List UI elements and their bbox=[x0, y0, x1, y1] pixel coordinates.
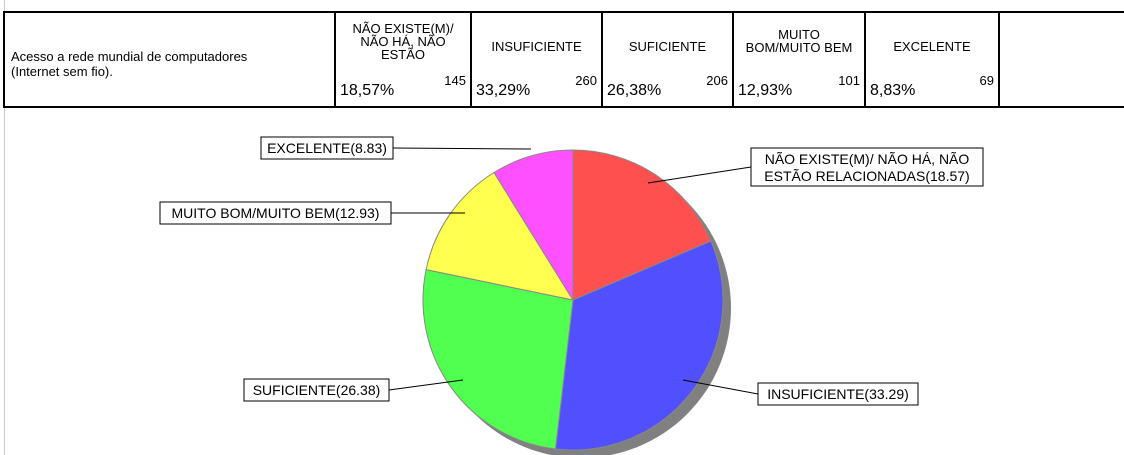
answer-header: NÃO EXISTE(M)/ NÃO HÁ, NÃO ESTÃO bbox=[352, 21, 454, 62]
slice-label-nao-existe: ESTÃO RELACIONADAS(18.57) bbox=[764, 168, 969, 184]
answer-cell-nao-existe: NÃO EXISTE(M)/ NÃO HÁ, NÃO ESTÃO 18,57% … bbox=[334, 11, 472, 108]
answer-cell-muito-bom: MUITO BOM/MUITO BEM 12,93% 101 bbox=[732, 11, 866, 108]
pie-slice-nao-existe bbox=[572, 149, 712, 301]
callout-line-nao-existe bbox=[647, 166, 752, 184]
callout-box-muito-bom bbox=[159, 201, 392, 225]
report-panel bbox=[4, 0, 1124, 455]
empty-cell bbox=[998, 11, 1124, 108]
slice-label-muito-bom: MUITO BOM/MUITO BEM(12.93) bbox=[172, 205, 380, 221]
callout-line-suficiente bbox=[388, 379, 464, 391]
answer-cell-suficiente: SUFICIENTE 26,38% 206 bbox=[601, 11, 734, 108]
callout-box-insuficiente bbox=[757, 382, 919, 406]
answer-count: 69 bbox=[979, 73, 994, 88]
answer-header: SUFICIENTE bbox=[628, 39, 707, 54]
question-text: Acesso a rede mundial de computadores (I… bbox=[11, 49, 248, 79]
answer-percent: 12,93% bbox=[738, 82, 793, 99]
slice-label-suficiente: SUFICIENTE(26.38) bbox=[253, 382, 381, 398]
answer-count: 260 bbox=[575, 73, 597, 88]
callout-box-suficiente bbox=[243, 378, 390, 402]
pie-slice-insuficiente bbox=[554, 240, 724, 451]
slice-label-nao-existe: NÃO EXISTE(M)/ NÃO HÁ, NÃO bbox=[765, 151, 970, 167]
answer-percent: 33,29% bbox=[476, 82, 531, 99]
answer-percent: 18,57% bbox=[340, 82, 395, 99]
answer-cell-excelente: EXCELENTE 8,83% 69 bbox=[864, 11, 1000, 108]
answer-count: 101 bbox=[838, 73, 860, 88]
answer-header: EXCELENTE bbox=[893, 39, 971, 54]
answer-percent: 8,83% bbox=[870, 82, 916, 99]
survey-table: Acesso a rede mundial de computadores (I… bbox=[3, 11, 1124, 108]
answer-header: INSUFICIENTE bbox=[491, 39, 582, 54]
pie-slice-suficiente bbox=[422, 269, 574, 450]
slice-label-excelente: EXCELENTE(8.83) bbox=[267, 140, 387, 156]
callout-line-insuficiente bbox=[682, 379, 759, 395]
callout-box-excelente bbox=[260, 136, 394, 160]
answer-count: 145 bbox=[444, 73, 466, 88]
slice-label-insuficiente: INSUFICIENTE(33.29) bbox=[767, 386, 909, 402]
answer-cell-insuficiente: INSUFICIENTE 33,29% 260 bbox=[470, 11, 603, 108]
question-cell: Acesso a rede mundial de computadores (I… bbox=[3, 11, 336, 108]
callout-box-nao-existe bbox=[750, 147, 984, 187]
callout-line-excelente bbox=[392, 147, 532, 150]
answer-header: MUITO BOM/MUITO BEM bbox=[745, 27, 853, 55]
pie-slice-excelente bbox=[493, 149, 574, 302]
pie-slice-muito-bom bbox=[425, 171, 575, 301]
answer-percent: 26,38% bbox=[607, 82, 662, 99]
answer-count: 206 bbox=[706, 73, 728, 88]
